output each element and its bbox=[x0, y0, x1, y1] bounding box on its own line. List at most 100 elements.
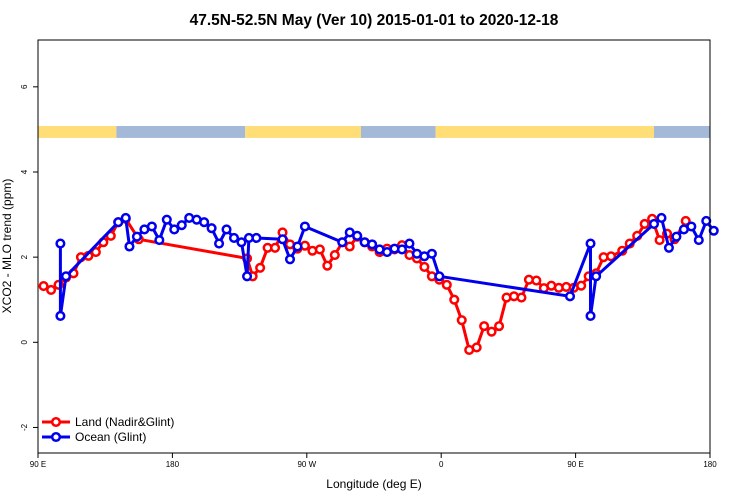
legend-label-ocean: Ocean (Glint) bbox=[75, 430, 146, 444]
series-layer bbox=[38, 212, 719, 356]
x-tick-label: 0 bbox=[439, 460, 444, 469]
data-point-ocean bbox=[277, 234, 288, 245]
data-point-land bbox=[90, 246, 101, 258]
mask-segment-land bbox=[435, 126, 654, 138]
data-point-land bbox=[441, 279, 452, 290]
data-point-land bbox=[494, 321, 505, 332]
data-point-land bbox=[479, 321, 490, 332]
mask-segment-ocean bbox=[360, 126, 436, 138]
data-point-land bbox=[606, 251, 617, 262]
x-tick-label: 180 bbox=[703, 460, 717, 469]
data-point-ocean bbox=[242, 271, 253, 282]
data-point-ocean bbox=[656, 212, 667, 224]
y-axis-label: XCO2 - MLO trend (ppm) bbox=[0, 179, 14, 314]
x-tick-label: 180 bbox=[166, 460, 180, 469]
x-tick-label: 90 W bbox=[297, 460, 316, 469]
legend-marker-land bbox=[50, 416, 62, 428]
data-point-land bbox=[329, 249, 340, 261]
y-tick-label: 2 bbox=[20, 254, 29, 259]
data-point-ocean bbox=[251, 232, 262, 244]
data-point-ocean bbox=[693, 235, 704, 246]
data-point-land bbox=[314, 244, 325, 255]
legend-item-ocean: Ocean (Glint) bbox=[42, 430, 146, 444]
data-point-land bbox=[449, 294, 460, 305]
data-point-ocean bbox=[214, 238, 225, 249]
data-point-ocean bbox=[55, 310, 66, 321]
data-point-ocean bbox=[404, 238, 415, 249]
data-point-ocean bbox=[671, 231, 682, 242]
data-point-ocean bbox=[564, 291, 576, 302]
data-point-ocean bbox=[426, 248, 437, 259]
data-point-land bbox=[486, 326, 497, 337]
data-point-ocean bbox=[131, 231, 142, 242]
data-point-land bbox=[516, 292, 527, 303]
data-point-land bbox=[322, 260, 333, 271]
data-point-ocean bbox=[284, 254, 296, 265]
land-ocean-mask bbox=[38, 126, 710, 138]
y-tick-label: 4 bbox=[20, 169, 29, 174]
series-line-ocean bbox=[58, 216, 715, 318]
series-ocean bbox=[55, 212, 719, 321]
data-point-ocean bbox=[591, 271, 602, 282]
data-point-ocean bbox=[124, 241, 135, 252]
legend: Land (Nadir&Glint) Ocean (Glint) bbox=[42, 415, 174, 444]
y-tick-label: 6 bbox=[20, 84, 29, 89]
data-point-ocean bbox=[55, 238, 66, 249]
y-axis: -2 0 2 4 6 bbox=[20, 84, 38, 431]
data-point-ocean bbox=[708, 225, 719, 236]
data-point-ocean bbox=[701, 215, 712, 227]
data-point-land bbox=[46, 284, 57, 295]
data-point-ocean bbox=[434, 271, 445, 282]
data-point-land bbox=[680, 215, 691, 227]
legend-marker-ocean bbox=[50, 431, 62, 443]
data-point-land bbox=[531, 275, 542, 286]
x-axis-label: Longitude (deg E) bbox=[326, 477, 421, 491]
data-point-ocean bbox=[113, 217, 124, 228]
data-point-ocean bbox=[585, 238, 596, 249]
data-point-ocean bbox=[169, 224, 180, 235]
x-tick-label: 90 E bbox=[567, 460, 583, 469]
data-point-ocean bbox=[686, 221, 697, 232]
data-point-land bbox=[654, 235, 665, 246]
data-point-ocean bbox=[146, 221, 157, 232]
legend-item-land: Land (Nadir&Glint) bbox=[42, 415, 174, 429]
mask-segment-land bbox=[38, 126, 117, 138]
data-point-ocean bbox=[176, 220, 187, 231]
data-point-ocean bbox=[60, 271, 72, 282]
data-point-ocean bbox=[154, 235, 165, 246]
data-point-land bbox=[456, 315, 467, 326]
data-point-ocean bbox=[206, 223, 217, 234]
data-point-land bbox=[576, 280, 587, 291]
y-tick-label: 0 bbox=[20, 340, 29, 345]
data-point-ocean bbox=[292, 241, 303, 252]
data-point-land bbox=[344, 241, 355, 252]
data-point-ocean bbox=[161, 214, 172, 225]
x-tick-label: 90 E bbox=[30, 460, 46, 469]
data-point-land bbox=[471, 342, 482, 353]
data-point-ocean bbox=[236, 237, 247, 248]
data-point-ocean bbox=[663, 242, 674, 253]
legend-label-land: Land (Nadir&Glint) bbox=[75, 415, 174, 429]
data-point-land bbox=[419, 261, 430, 272]
data-point-ocean bbox=[221, 224, 232, 235]
data-point-ocean bbox=[396, 244, 408, 255]
data-point-ocean bbox=[367, 239, 378, 250]
chart-title: 47.5N-52.5N May (Ver 10) 2015-01-01 to 2… bbox=[190, 12, 559, 29]
data-point-land bbox=[255, 262, 266, 273]
data-point-ocean bbox=[337, 237, 348, 248]
mask-segment-land bbox=[245, 126, 361, 138]
data-point-land bbox=[639, 218, 650, 229]
plot-frame bbox=[37, 39, 711, 454]
data-point-land bbox=[38, 281, 49, 292]
data-point-ocean bbox=[352, 230, 363, 241]
x-axis: 90 E 180 90 W 0 90 E 180 bbox=[30, 453, 717, 469]
data-point-ocean bbox=[120, 212, 131, 224]
data-point-ocean bbox=[228, 232, 240, 244]
mask-segment-ocean bbox=[654, 126, 710, 138]
y-tick-label: -2 bbox=[20, 423, 29, 431]
data-point-ocean bbox=[585, 310, 596, 321]
mask-segment-ocean bbox=[116, 126, 246, 138]
data-point-land bbox=[270, 242, 281, 253]
data-point-ocean bbox=[199, 217, 210, 228]
